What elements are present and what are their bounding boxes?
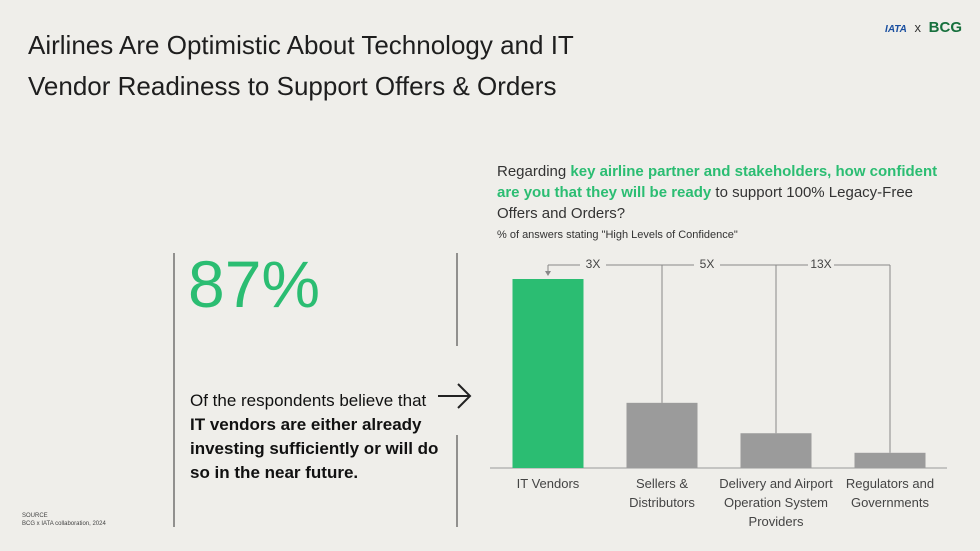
annotation: 3X [586,257,601,271]
x-tick-label: Delivery and Airport Operation System Pr… [719,476,833,529]
arrow-icon [438,383,472,409]
bar [626,402,698,468]
chart-subtitle: % of answers stating "High Levels of Con… [497,229,738,241]
callout-bold: IT vendors are either already investing … [190,415,439,482]
title: Airlines Are Optimistic About Technology… [28,25,574,107]
x-tick-label: Regulators and Governments [845,476,935,510]
bar [740,433,812,468]
chart-question: Regarding key airline partner and stakeh… [497,161,942,224]
logo: IATA x BCG [885,19,962,36]
x-tick-label: IT Vendors [516,476,580,491]
title-line: Airlines Are Optimistic About Technology… [28,30,574,60]
headline-stat: 87% [188,247,321,321]
question-highlight: key airline partner and stakeholders, ho… [497,163,938,201]
question-part: Regarding [497,163,571,180]
logo-bcg: BCG [928,19,962,36]
logo-iata: IATA [885,24,907,35]
callout-part: Of the respondents believe that [190,391,427,410]
bar [512,279,584,468]
source-label: SOURCE [22,513,48,519]
bar [854,452,926,468]
annotation: 5X [700,257,715,271]
annotation: 13X [810,257,831,271]
logo-sep: x [914,20,922,35]
bracket-arrowhead [545,271,551,276]
source-text: BCG x IATA collaboration, 2024 [22,521,106,527]
source: SOURCE BCG x IATA collaboration, 2024 [22,512,106,528]
title-line: Vendor Readiness to Support Offers & Ord… [28,71,557,101]
x-tick-label: Sellers & Distributors [629,476,695,510]
callout-text: Of the respondents believe that IT vendo… [190,389,445,485]
question-part: to support 100% Legacy-Free Offers and O… [497,184,914,222]
